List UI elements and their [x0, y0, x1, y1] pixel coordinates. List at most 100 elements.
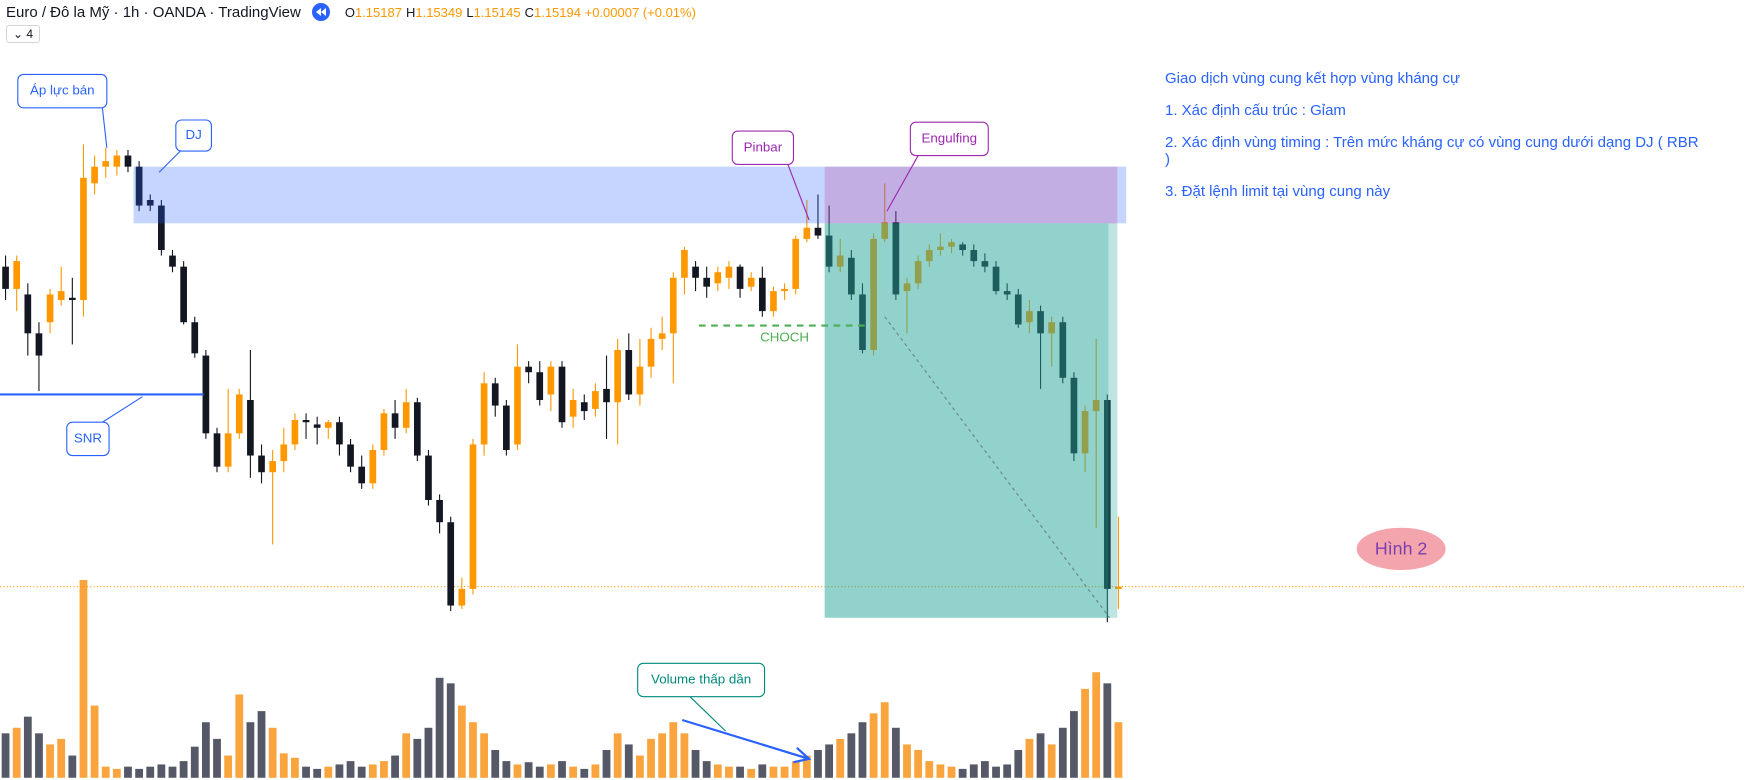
candle-body: [703, 277, 711, 287]
candle-body: [1115, 586, 1122, 589]
volume-bar: [368, 764, 377, 778]
candle-body: [503, 405, 510, 450]
candle-body: [480, 383, 488, 445]
volume-bar: [947, 766, 956, 778]
notes-item: 3. Đặt lệnh limit tại vùng cung này: [1165, 183, 1391, 200]
candle-body: [180, 266, 187, 323]
volume-bar: [268, 727, 277, 778]
volume-bar: [992, 766, 1000, 778]
candle-body: [57, 291, 65, 300]
candle-body: [102, 161, 110, 167]
candle-body: [369, 450, 377, 484]
volume-bar: [702, 761, 711, 778]
callout-pointer: [102, 396, 143, 423]
candle-body: [792, 238, 800, 289]
callout-box: [175, 119, 213, 152]
candle-body: [425, 455, 432, 500]
volume-arrow: [681, 718, 810, 760]
volume-bar: [891, 727, 900, 778]
volume-bar: [112, 768, 121, 778]
volume-bar: [713, 764, 722, 778]
replay-icon[interactable]: [311, 2, 331, 22]
candle-body: [447, 522, 455, 606]
notes-item: 2. Xác định vùng timing : Trên mức kháng…: [1165, 134, 1699, 168]
ohlc-price: 1.15187: [354, 4, 402, 20]
volume-bar: [124, 766, 132, 778]
ohlc-change: +0.00007 (+0.01%): [584, 4, 696, 20]
volume-bar: [680, 733, 689, 778]
ohlc-price: 1.15349: [415, 4, 463, 20]
candle-body: [291, 420, 299, 445]
volume-bar: [168, 766, 177, 778]
volume-bar: [513, 764, 522, 778]
volume-bar: [23, 716, 32, 778]
callout-box: [909, 121, 989, 157]
candle-body: [191, 322, 199, 354]
volume-bar: [914, 750, 923, 778]
volume-bar: [769, 766, 778, 778]
candle-body: [814, 227, 822, 236]
ohlc-price: 1.15145: [473, 4, 521, 20]
callout-box: [731, 130, 795, 165]
candle-body: [536, 372, 544, 400]
volume-bar: [179, 761, 188, 778]
volume-bar: [747, 768, 756, 778]
volume-bar: [569, 766, 578, 778]
volume-bar: [903, 744, 911, 778]
volume-bar: [446, 683, 455, 778]
volume-bar: [758, 764, 767, 778]
volume-bar: [814, 750, 822, 778]
volume-bar: [869, 713, 878, 778]
candle-body: [24, 294, 32, 334]
volume-bar: [469, 722, 477, 778]
candle-body: [669, 277, 677, 334]
volume-bar: [346, 761, 355, 778]
candle-body: [213, 433, 221, 467]
volume-bar: [324, 766, 333, 778]
volume-bar: [858, 722, 867, 778]
candle-body: [358, 466, 366, 484]
volume-bar: [79, 580, 88, 778]
volume-bar: [613, 733, 622, 778]
callout-label: SNR: [74, 430, 102, 445]
candle-body: [280, 444, 288, 462]
volume-bar: [624, 744, 633, 778]
candle-body: [235, 394, 243, 434]
indicator-toggle[interactable]: ⌄ 4: [6, 25, 41, 43]
volume-bar: [235, 694, 244, 778]
volume-bar: [357, 766, 366, 778]
volume-bar: [257, 711, 266, 778]
volume-bar: [380, 761, 388, 778]
volume-bar: [780, 766, 789, 778]
volume-bar: [1081, 688, 1089, 778]
volume-bar: [936, 764, 945, 778]
candle-body: [803, 227, 811, 239]
volume-bar: [213, 738, 221, 778]
entry-zone: [824, 166, 1118, 224]
volume-bar: [558, 761, 566, 778]
volume-bar: [636, 755, 644, 778]
volume-bar: [157, 764, 166, 778]
candle-body: [525, 366, 532, 373]
symbol-title[interactable]: Euro / Đô la Mỹ · 1h · OANDA · TradingVi…: [6, 3, 301, 21]
volume-bar: [90, 705, 99, 778]
volume-bar: [1092, 672, 1101, 778]
volume-bar: [669, 722, 678, 778]
candle-body: [770, 291, 777, 312]
volume-bar: [725, 766, 733, 778]
ohlc: O1.15187 H1.15349 L1.15145 C1.15194 +0.0000…: [341, 5, 696, 20]
volume-bar: [146, 766, 155, 778]
supply-zone: [133, 166, 1127, 224]
volume-bar: [1114, 722, 1123, 778]
notes-heading: Giao dịch vùng cung kết hợp vùng kháng c…: [1165, 70, 1461, 87]
volume-bar: [591, 764, 600, 778]
candle-body: [580, 402, 588, 412]
volume-bar: [546, 764, 555, 778]
candle-body: [625, 350, 633, 395]
volume-bar: [580, 768, 589, 778]
volume-bar: [224, 755, 233, 778]
callout-pointer: [101, 107, 108, 148]
candle-body: [169, 255, 176, 267]
volume-bar: [101, 766, 110, 778]
